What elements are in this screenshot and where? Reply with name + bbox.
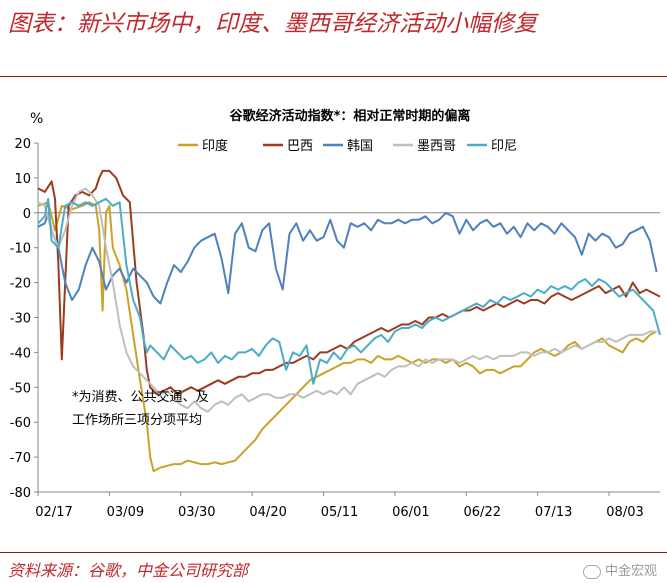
series-layer (37, 169, 661, 473)
y-tick-label: 10 (14, 172, 31, 187)
axes-layer: 20 10 0 -10 -20 -30 -40 -50 -60 -70 -80 02/17 03/09 0… (10, 137, 660, 520)
series-line (37, 169, 661, 396)
series-line (37, 201, 658, 473)
y-tick-label: -50 (10, 381, 31, 396)
x-tick-label: 03/09 (107, 505, 144, 520)
x-tick-label: 08/03 (606, 505, 643, 520)
y-tick-label: -10 (10, 242, 31, 257)
y-tick-label: -60 (10, 416, 31, 431)
legend-label: 印尼 (491, 139, 517, 154)
y-tick-label: -80 (10, 486, 31, 501)
watermark-text: 中金宏观 (604, 564, 657, 579)
series-line (37, 187, 657, 413)
y-tick-label: -30 (10, 312, 31, 327)
series-line (37, 197, 661, 385)
x-tick-label: 04/20 (249, 505, 286, 520)
chart-title: 谷歌经济活动指数*：相对正常时期的偏离 (230, 108, 471, 124)
top-divider (0, 76, 667, 77)
legend-label: 墨西哥 (417, 139, 456, 154)
bottom-divider (0, 552, 667, 553)
chart-note-line-2: 工作场所三项分项平均 (72, 413, 202, 428)
x-tick-label: 06/01 (392, 505, 429, 520)
x-tick-label: 03/30 (178, 505, 215, 520)
series-line (37, 211, 658, 305)
legend-label: 巴西 (287, 139, 313, 154)
x-tick-label: 02/17 (35, 505, 72, 520)
y-tick-label: -20 (10, 277, 31, 292)
x-tick-label: 07/13 (535, 505, 572, 520)
x-tick-label: 05/11 (321, 505, 358, 520)
watermark: 中金宏观 (582, 560, 657, 579)
y-tick-label: 20 (14, 137, 31, 152)
page-title: 图表：新兴市场中，印度、墨西哥经济活动小幅修复 (8, 11, 537, 37)
x-tick-label: 06/22 (464, 505, 501, 520)
y-tick-label: -70 (10, 451, 31, 466)
source-note: 资料来源：谷歌，中金公司研究部 (8, 561, 249, 580)
wechat-icon (582, 564, 601, 579)
legend-label: 印度 (202, 138, 228, 154)
y-axis-label: % (30, 111, 43, 127)
legend-label: 韩国 (347, 139, 373, 154)
legend: 印度 巴西 韩国 墨西哥 印尼 (178, 138, 517, 154)
y-tick-label: 0 (23, 207, 31, 222)
chart-note-line-1: *为消费、公共交通、及 (72, 389, 209, 405)
y-tick-label: -40 (10, 346, 31, 361)
